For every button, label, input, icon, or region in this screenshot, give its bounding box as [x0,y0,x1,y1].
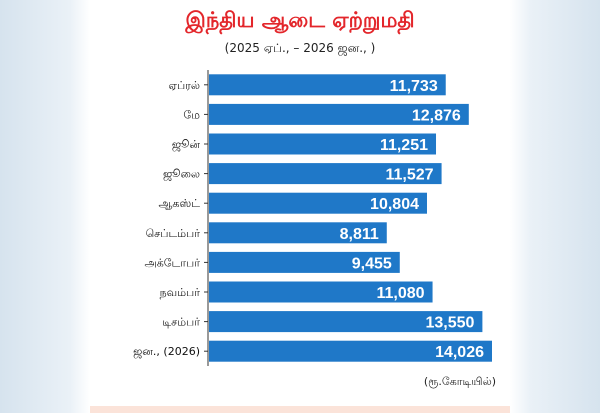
bar [209,103,469,125]
value-label: 9,455 [352,255,392,272]
value-label: 11,733 [390,78,438,95]
bar-chart: ஏப்ரல் 11,733 மே 12,876 ஜூன் 11,251 ஜூலை 11,527… [133,70,492,366]
category-label: ஏப்ரல் [168,79,200,92]
category-label: செப்டம்பர் [146,227,201,240]
footer-strip [90,406,510,413]
category-label: ஜூன் [172,138,201,152]
bar [209,251,400,273]
category-label: ஆகஸ்ட் [158,197,200,210]
value-label: 11,251 [380,137,428,154]
bar [209,340,492,362]
bar [209,133,437,155]
value-label: 13,550 [425,315,474,332]
bar [209,222,387,244]
category-label: மே [183,108,200,121]
chart-card: இந்திய ஆடை ஏற்றுமதி (2025 ஏப்., – 2026 ஜ… [90,0,510,413]
bar [209,281,433,303]
value-label: 14,026 [435,344,484,361]
chart-subtitle: (2025 ஏப்., – 2026 ஜன., ) [224,41,376,55]
bar [209,192,427,214]
value-label: 11,080 [376,285,424,302]
category-label: அக்டோபர் [144,256,200,269]
category-label: நவம்பர் [160,286,201,299]
category-label: ஜூலை [163,168,200,182]
chart-title: இந்திய ஆடை ஏற்றுமதி [185,8,415,32]
category-label: ஜன., (2026) [133,345,200,359]
value-label: 10,804 [370,196,419,213]
bar [209,74,446,96]
value-label: 12,876 [412,107,461,124]
value-label: 8,811 [340,226,379,243]
bar [209,163,442,185]
unit-label: (ரூ.கோடியில்) [423,375,496,388]
value-label: 11,527 [386,167,434,184]
bar [209,311,483,333]
category-label: டிசம்பர் [162,316,200,329]
